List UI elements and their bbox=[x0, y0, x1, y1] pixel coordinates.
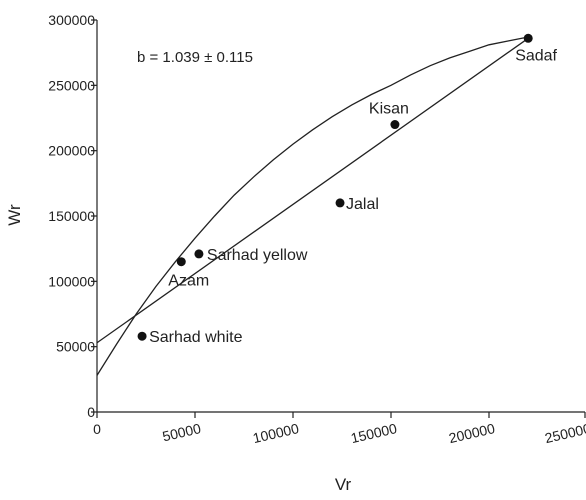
x-tick-label: 150000 bbox=[349, 420, 398, 446]
point-label: Sadaf bbox=[515, 47, 557, 64]
y-tick-label: 300000 bbox=[48, 12, 95, 28]
y-ticks: 0 50000 100000 150000 200000 250000 300000 bbox=[48, 12, 97, 420]
fit-curves bbox=[96, 36, 529, 376]
data-point bbox=[194, 249, 204, 259]
point-label: Sarhad yellow bbox=[207, 247, 308, 264]
y-tick-label: 50000 bbox=[56, 339, 95, 355]
data-point bbox=[390, 120, 400, 130]
slope-annotation: b = 1.039 ± 0.115 bbox=[137, 49, 253, 66]
data-point bbox=[176, 257, 186, 267]
x-axis-title: Vr bbox=[335, 475, 352, 494]
y-tick-label: 100000 bbox=[48, 273, 95, 289]
x-tick-label: 0 bbox=[93, 421, 101, 437]
data-point bbox=[523, 33, 533, 43]
x-tick-label: 100000 bbox=[251, 420, 300, 446]
x-tick-label: 50000 bbox=[161, 420, 203, 444]
point-label: Azam bbox=[168, 273, 209, 290]
point-label: Jalal bbox=[346, 196, 379, 213]
x-tick-label: 200000 bbox=[447, 420, 496, 446]
y-tick-label: 250000 bbox=[48, 77, 95, 93]
regression-line bbox=[96, 37, 529, 344]
y-axis-title: Wr bbox=[5, 204, 24, 226]
data-points: Sadaf Kisan Jalal Sarhad yellow Azam Sarhad w… bbox=[137, 33, 558, 346]
x-ticks: 0 50000 100000 150000 200000 250000 bbox=[93, 412, 586, 446]
axes bbox=[96, 20, 585, 413]
point-label: Kisan bbox=[369, 101, 409, 118]
y-tick-label: 150000 bbox=[48, 208, 95, 224]
y-tick-label: 200000 bbox=[48, 143, 95, 159]
y-tick-label: 0 bbox=[87, 404, 95, 420]
point-label: Sarhad white bbox=[149, 329, 242, 346]
data-point bbox=[137, 331, 147, 341]
data-point bbox=[335, 198, 345, 208]
x-tick-label: 250000 bbox=[543, 420, 586, 446]
parabola-curve bbox=[96, 36, 529, 376]
